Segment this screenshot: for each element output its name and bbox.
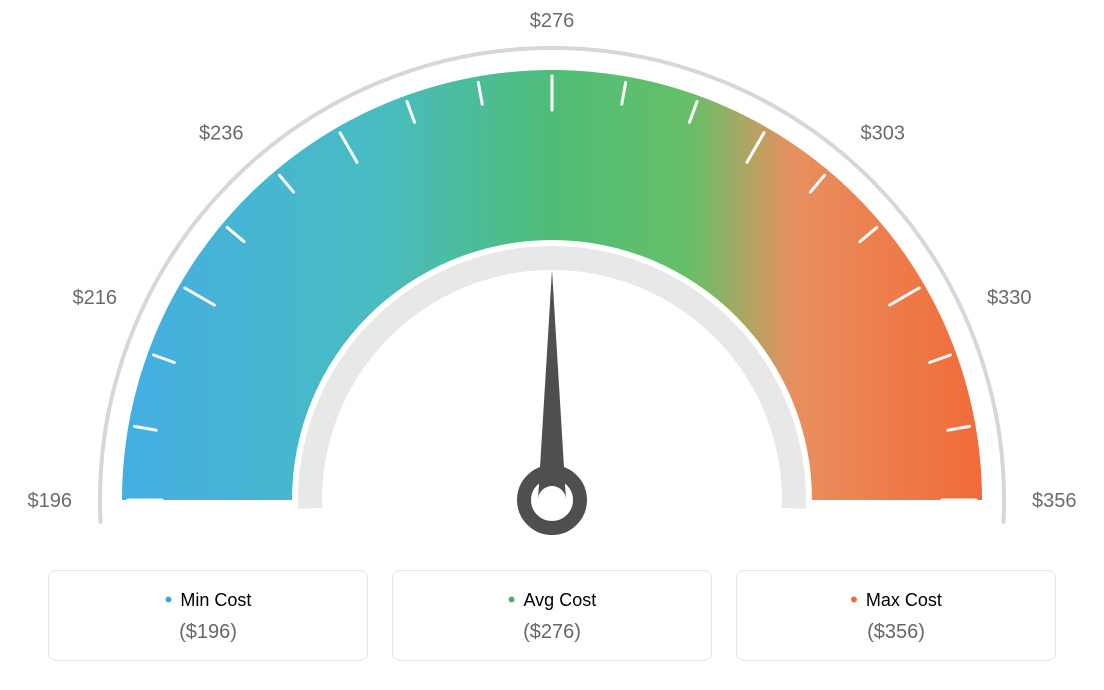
svg-text:$276: $276 [530,10,575,32]
svg-text:$216: $216 [72,287,117,309]
svg-text:$330: $330 [987,287,1032,309]
svg-text:$303: $303 [861,122,906,144]
svg-text:$196: $196 [28,490,73,512]
legend-value-avg: ($276) [405,621,699,644]
svg-text:$356: $356 [1032,490,1077,512]
legend-card-max: • Max Cost ($356) [736,570,1056,661]
bullet-icon: • [508,589,516,611]
gauge-chart: $196 $216 $236 $276 $303 $330 $356 [0,0,1104,560]
legend-label-min: • Min Cost [61,589,355,611]
legend-card-avg: • Avg Cost ($276) [392,570,712,661]
legend-label-text: Min Cost [180,590,251,611]
legend-card-min: • Min Cost ($196) [48,570,368,661]
legend-label-text: Max Cost [866,590,942,611]
legend-value-max: ($356) [749,621,1043,644]
legend-row: • Min Cost ($196) • Avg Cost ($276) • Ma… [0,570,1104,661]
legend-label-text: Avg Cost [524,590,597,611]
legend-label-max: • Max Cost [749,589,1043,611]
legend-value-min: ($196) [61,621,355,644]
bullet-icon: • [165,589,173,611]
gauge-svg: $196 $216 $236 $276 $303 $330 $356 [0,0,1104,560]
bullet-icon: • [850,589,858,611]
svg-text:$236: $236 [199,122,244,144]
legend-label-avg: • Avg Cost [405,589,699,611]
